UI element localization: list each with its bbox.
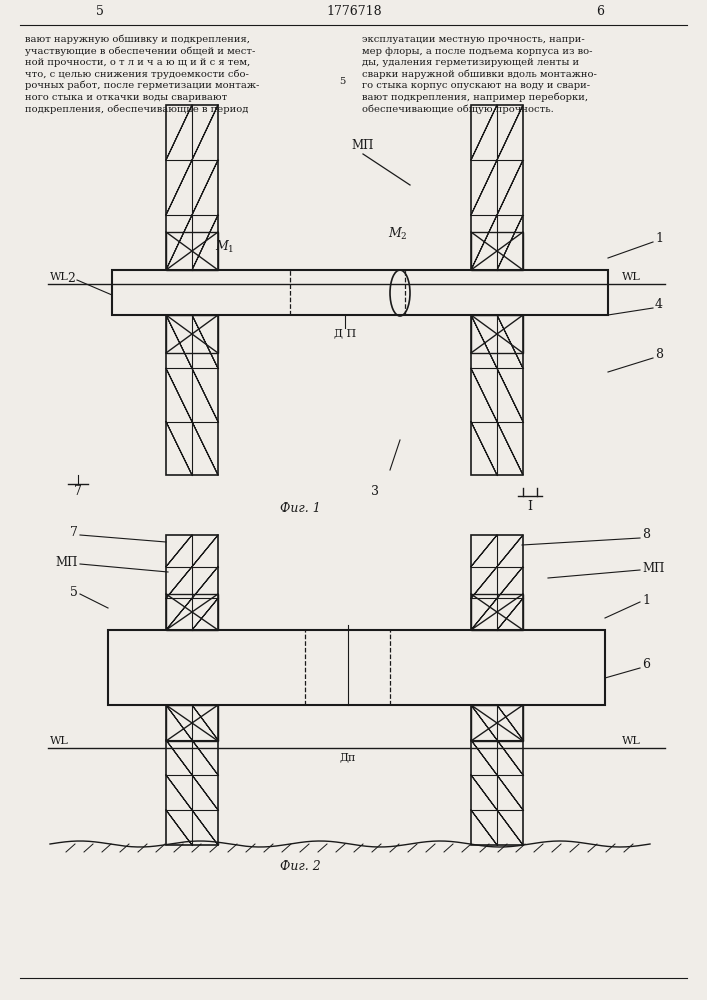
Text: что, с целью снижения трудоемкости сбо-: что, с целью снижения трудоемкости сбо- [25, 70, 249, 79]
Text: ды, удаления герметизирующей ленты и: ды, удаления герметизирующей ленты и [362, 58, 579, 67]
Bar [166, 594, 218, 630]
Text: эксплуатации местную прочность, напри-: эксплуатации местную прочность, напри- [362, 35, 585, 44]
Bar [112, 270, 608, 315]
Text: Дп: Дп [340, 752, 356, 762]
Bar [166, 105, 218, 270]
Text: обеспечивающие общую прочность.: обеспечивающие общую прочность. [362, 104, 554, 113]
Text: $M_2$: $M_2$ [388, 226, 408, 242]
Text: 1: 1 [642, 593, 650, 606]
Bar [471, 705, 523, 741]
Text: 8: 8 [642, 528, 650, 542]
Text: Фиг. 2: Фиг. 2 [280, 860, 320, 873]
Text: Фиг. 1: Фиг. 1 [280, 502, 320, 515]
Text: 7: 7 [74, 485, 82, 498]
Text: 1776718: 1776718 [326, 5, 382, 18]
Text: мер флоры, а после подъема корпуса из во-: мер флоры, а после подъема корпуса из во… [362, 46, 592, 55]
Text: сварки наружной обшивки вдоль монтажно-: сварки наружной обшивки вдоль монтажно- [362, 70, 597, 79]
Text: 4: 4 [655, 298, 663, 312]
Text: МП: МП [352, 139, 374, 152]
Text: WL: WL [622, 736, 641, 746]
Bar [471, 232, 523, 270]
Bar [471, 105, 523, 270]
Text: WL: WL [50, 736, 69, 746]
Bar [166, 535, 218, 630]
Bar [471, 705, 523, 845]
Text: го стыка корпус опускают на воду и свари-: го стыка корпус опускают на воду и свари… [362, 81, 590, 90]
Text: вают подкрепления, например переборки,: вают подкрепления, например переборки, [362, 93, 588, 102]
Text: 1: 1 [655, 232, 663, 244]
Text: 5: 5 [96, 5, 104, 18]
Text: 6: 6 [642, 658, 650, 672]
Bar [108, 630, 605, 705]
Bar [471, 594, 523, 630]
Bar [166, 232, 218, 270]
Text: I: I [527, 500, 532, 513]
Text: участвующие в обеспечении общей и мест-: участвующие в обеспечении общей и мест- [25, 46, 255, 56]
Text: вают наружную обшивку и подкрепления,: вают наружную обшивку и подкрепления, [25, 35, 250, 44]
Bar [471, 315, 523, 475]
Text: $M_1$: $M_1$ [216, 239, 235, 255]
Text: Д П: Д П [334, 328, 356, 338]
Text: 7: 7 [70, 526, 78, 540]
Text: 5: 5 [339, 77, 345, 86]
Text: МП: МП [56, 556, 78, 568]
Text: ной прочности, о т л и ч а ю щ и й с я тем,: ной прочности, о т л и ч а ю щ и й с я т… [25, 58, 250, 67]
Bar [166, 315, 218, 353]
Text: рочных работ, после герметизации монтаж-: рочных работ, после герметизации монтаж- [25, 81, 259, 91]
Bar [166, 315, 218, 475]
Text: 6: 6 [596, 5, 604, 18]
Bar [471, 315, 523, 353]
Text: ного стыка и откачки воды сваривают: ного стыка и откачки воды сваривают [25, 93, 227, 102]
Bar [166, 705, 218, 845]
Text: WL: WL [622, 272, 641, 282]
Text: 2: 2 [67, 271, 75, 284]
Text: МП: МП [642, 562, 665, 574]
Text: 3: 3 [371, 485, 379, 498]
Text: подкрепления, обеспечивающие в период: подкрепления, обеспечивающие в период [25, 104, 248, 113]
Text: 5: 5 [70, 585, 78, 598]
Text: WL: WL [50, 272, 69, 282]
Text: 8: 8 [655, 349, 663, 361]
Bar [471, 535, 523, 630]
Bar [166, 705, 218, 741]
